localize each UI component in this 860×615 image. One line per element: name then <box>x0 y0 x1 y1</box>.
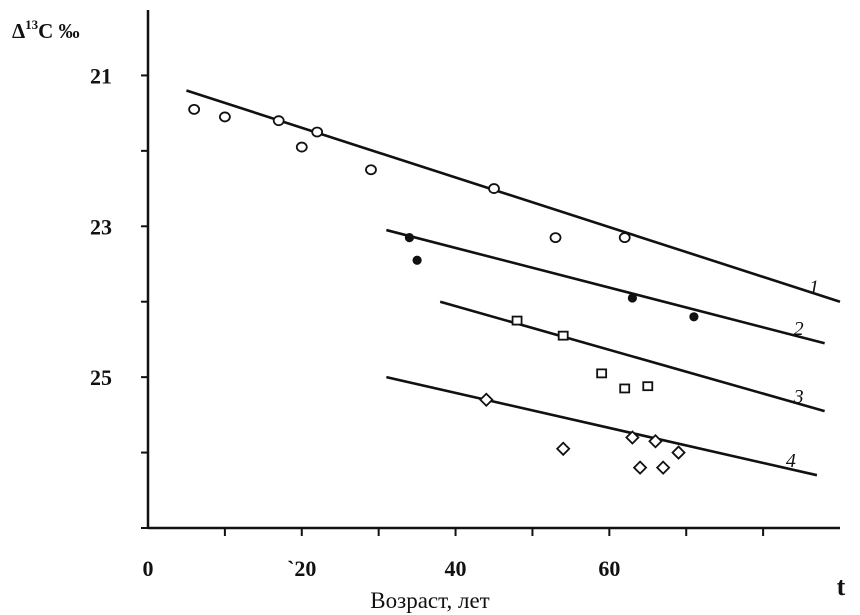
data-point <box>404 233 415 243</box>
y-tick-label: 25 <box>90 365 112 390</box>
x-axis-variable: t <box>837 572 846 601</box>
data-point <box>655 460 671 475</box>
data-point <box>596 368 608 379</box>
x-tick-label: 40 <box>445 556 467 581</box>
x-axis-label: Возраст, лет <box>370 588 489 613</box>
data-point <box>557 330 569 341</box>
data-point <box>642 381 654 392</box>
trend-line-4 <box>386 375 818 477</box>
series-label-3: 3 <box>793 386 804 408</box>
data-point <box>619 383 631 394</box>
data-point <box>511 315 523 326</box>
trend-line-3 <box>439 300 825 413</box>
axes <box>141 10 840 536</box>
data-point <box>311 126 324 138</box>
data-point <box>689 312 699 322</box>
y-tick-label: 23 <box>90 214 112 239</box>
data-point <box>295 141 308 153</box>
data-points <box>188 103 699 475</box>
data-point <box>625 430 640 445</box>
data-point <box>549 232 562 244</box>
x-tick-label: 0 <box>143 556 154 581</box>
y-tick-label: 21 <box>90 63 112 88</box>
data-point <box>479 392 494 408</box>
trend-lines <box>186 89 841 477</box>
data-point <box>272 115 285 127</box>
data-point <box>218 111 231 123</box>
data-point <box>618 232 631 244</box>
data-point <box>671 445 686 460</box>
data-point <box>555 441 571 457</box>
x-tick-label: 60 <box>598 556 620 581</box>
trend-line-1 <box>186 89 841 303</box>
series-label-4: 4 <box>786 450 796 472</box>
tick-labels: 21 23 25 0 `20 40 60 <box>90 63 620 581</box>
series-labels: 12 3 4 <box>786 277 819 472</box>
data-point <box>412 255 422 265</box>
trend-line-2 <box>386 228 825 345</box>
data-point <box>648 433 663 449</box>
series-label-1: 1 <box>809 277 819 299</box>
data-point <box>188 103 201 115</box>
data-point <box>632 460 648 475</box>
y-axis-label: Δ13C ‰ <box>12 17 80 43</box>
data-point <box>627 293 638 303</box>
series-label-2: 2 <box>794 318 804 340</box>
data-point <box>488 183 500 194</box>
x-tick-label: `20 <box>287 556 316 581</box>
data-point <box>365 164 377 176</box>
